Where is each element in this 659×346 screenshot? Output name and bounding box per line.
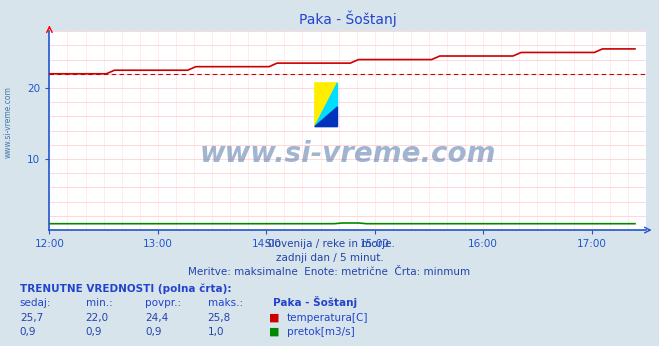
Text: www.si-vreme.com: www.si-vreme.com bbox=[3, 86, 13, 158]
Text: www.si-vreme.com: www.si-vreme.com bbox=[200, 140, 496, 169]
Polygon shape bbox=[315, 83, 337, 127]
Text: Paka - Šoštanj: Paka - Šoštanj bbox=[273, 296, 358, 308]
Text: Meritve: maksimalne  Enote: metrične  Črta: minmum: Meritve: maksimalne Enote: metrične Črta… bbox=[188, 267, 471, 277]
Polygon shape bbox=[315, 107, 337, 127]
Text: temperatura[C]: temperatura[C] bbox=[287, 313, 368, 323]
Text: 22,0: 22,0 bbox=[86, 313, 109, 323]
Text: Slovenija / reke in morje.: Slovenija / reke in morje. bbox=[264, 239, 395, 249]
Text: ■: ■ bbox=[269, 313, 279, 323]
Text: 0,9: 0,9 bbox=[20, 327, 36, 337]
Text: ■: ■ bbox=[269, 327, 279, 337]
Text: 25,7: 25,7 bbox=[20, 313, 43, 323]
Title: Paka - Šoštanj: Paka - Šoštanj bbox=[299, 11, 397, 27]
Text: min.:: min.: bbox=[86, 298, 113, 308]
Text: 0,9: 0,9 bbox=[145, 327, 161, 337]
Text: sedaj:: sedaj: bbox=[20, 298, 51, 308]
Text: 0,9: 0,9 bbox=[86, 327, 102, 337]
Polygon shape bbox=[315, 83, 337, 127]
Text: TRENUTNE VREDNOSTI (polna črta):: TRENUTNE VREDNOSTI (polna črta): bbox=[20, 284, 231, 294]
Text: 24,4: 24,4 bbox=[145, 313, 168, 323]
Text: pretok[m3/s]: pretok[m3/s] bbox=[287, 327, 355, 337]
Text: maks.:: maks.: bbox=[208, 298, 243, 308]
Text: zadnji dan / 5 minut.: zadnji dan / 5 minut. bbox=[275, 253, 384, 263]
Text: povpr.:: povpr.: bbox=[145, 298, 181, 308]
Text: 1,0: 1,0 bbox=[208, 327, 224, 337]
Text: 25,8: 25,8 bbox=[208, 313, 231, 323]
